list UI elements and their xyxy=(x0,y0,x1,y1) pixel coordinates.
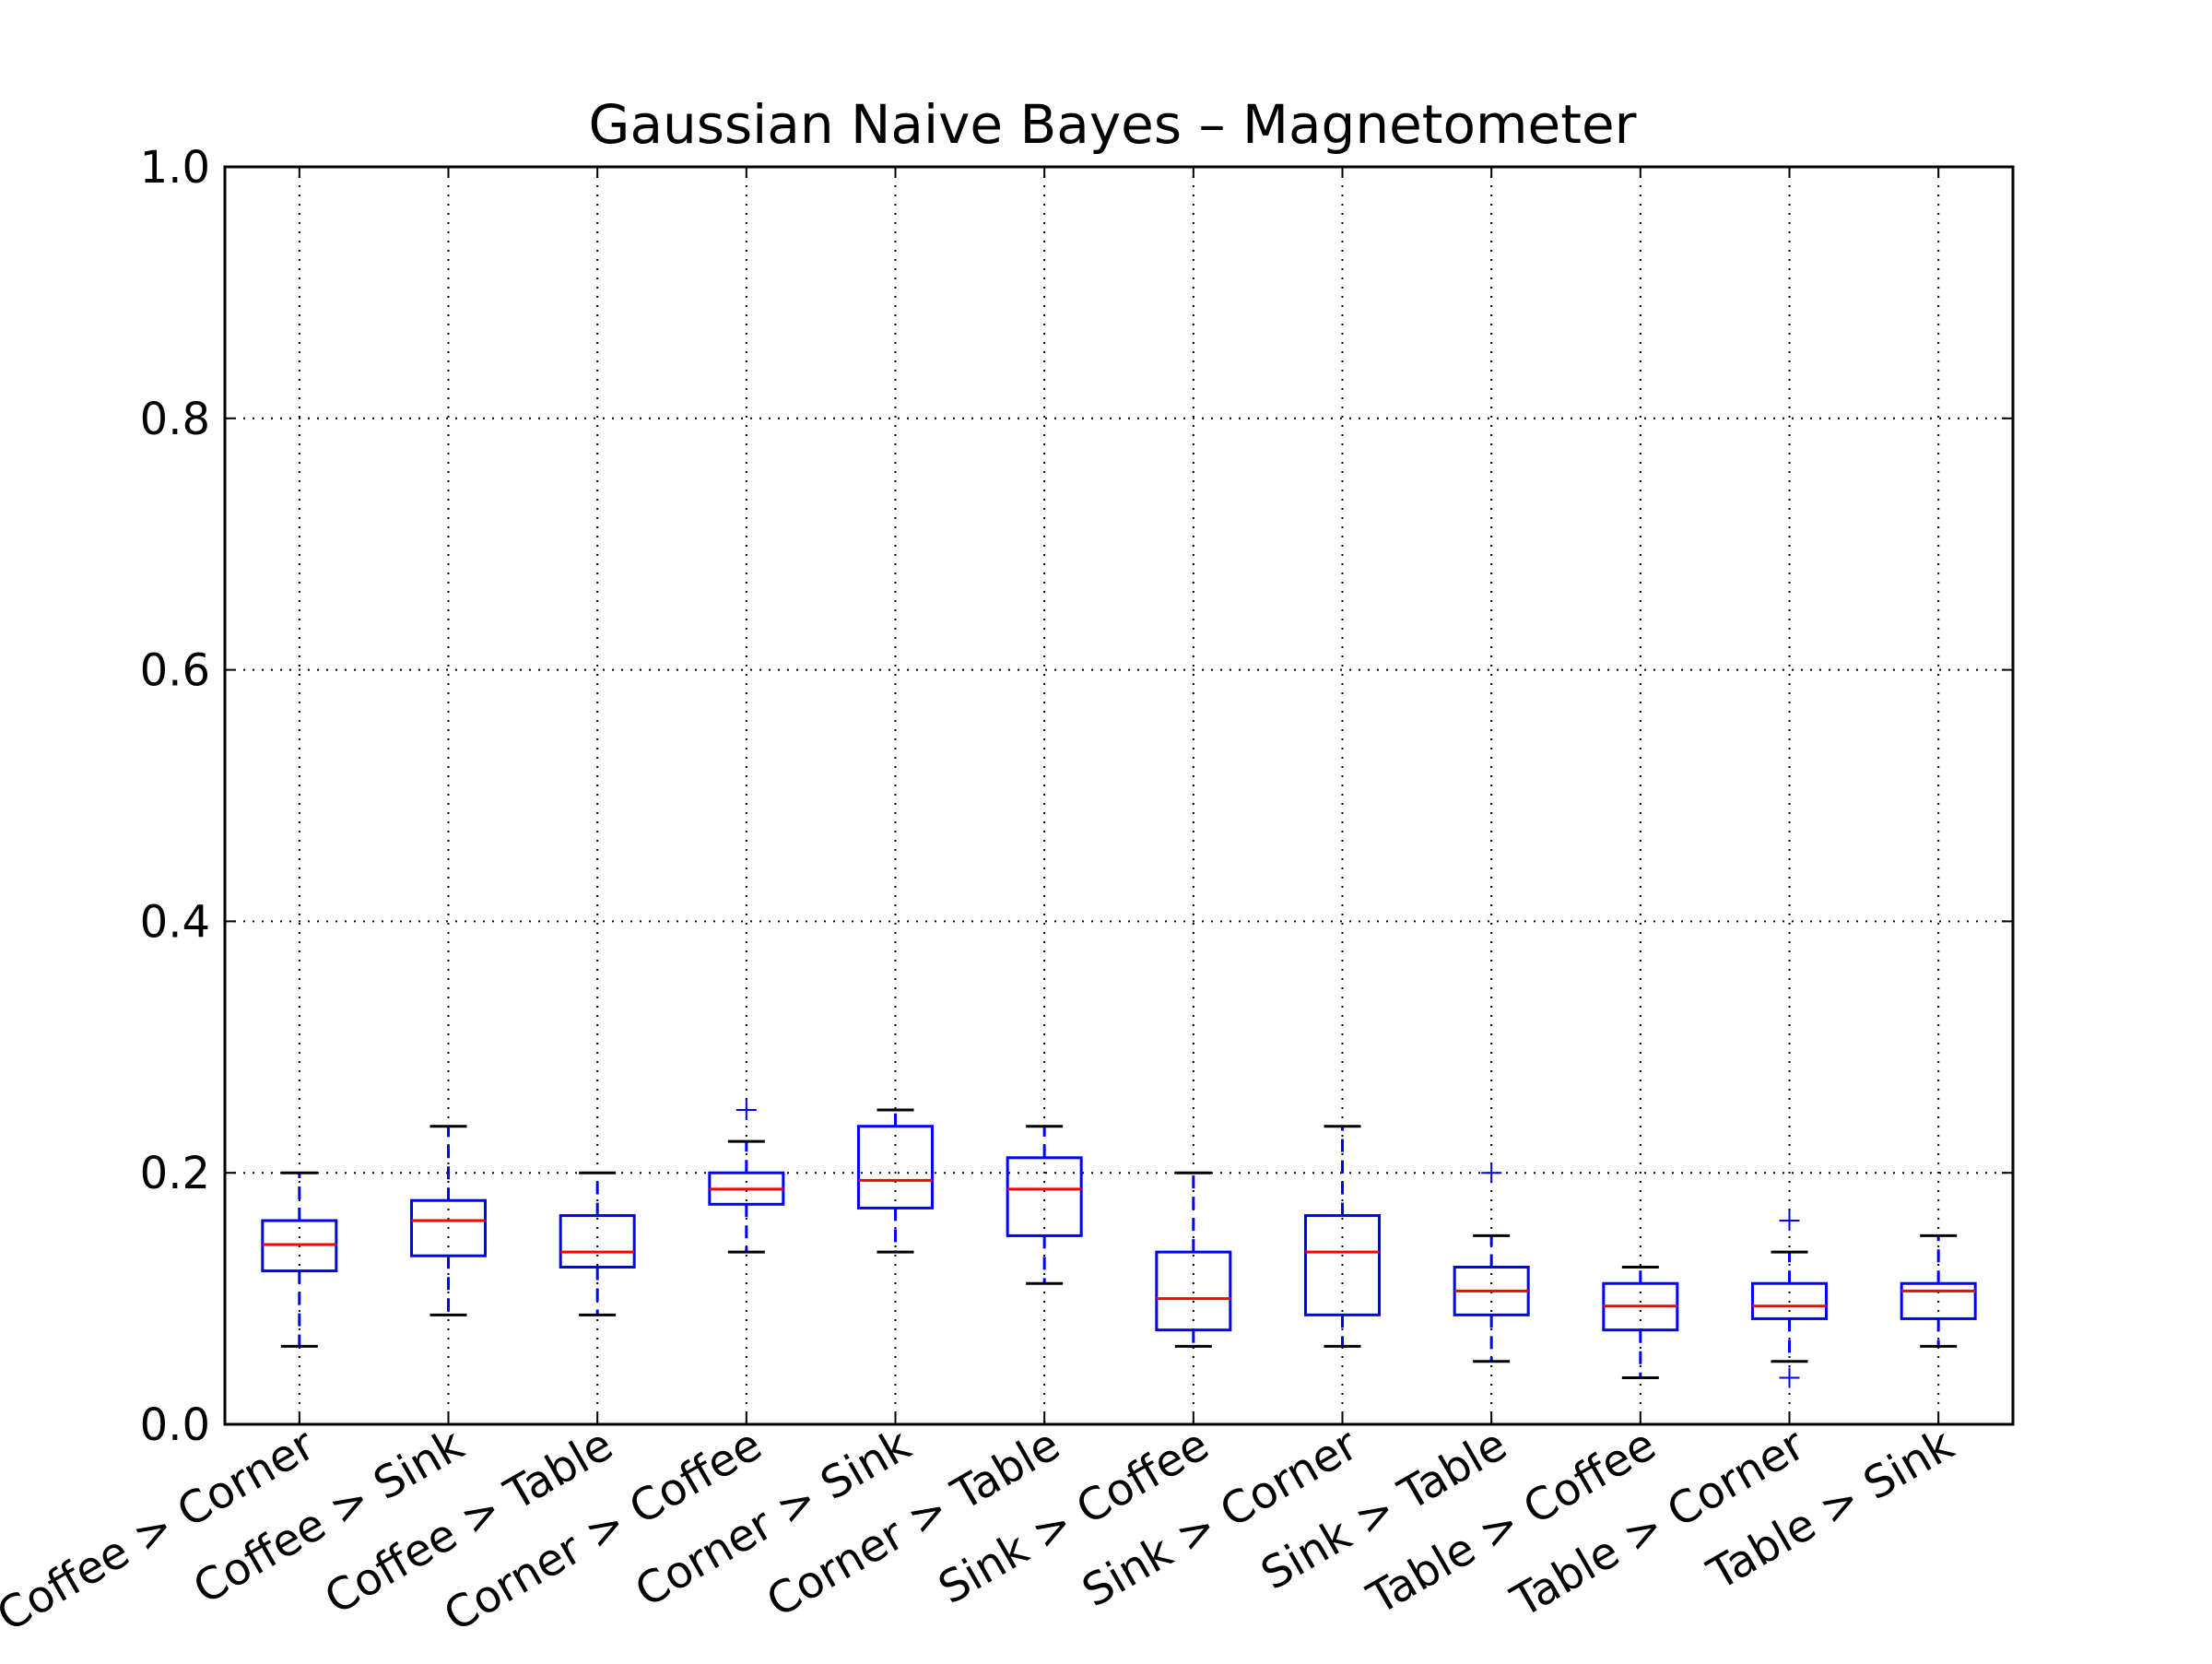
boxes xyxy=(261,1100,1977,1388)
iqr-box xyxy=(1751,1281,1828,1320)
box-7 xyxy=(1155,1171,1232,1348)
box-12 xyxy=(1900,1233,1977,1348)
box-11 xyxy=(1751,1210,1828,1388)
y-tick-label: 0.2 xyxy=(140,1148,210,1199)
iqr-box xyxy=(559,1214,636,1269)
plot-frame xyxy=(223,165,2015,1426)
iqr-box xyxy=(857,1125,934,1210)
box-3 xyxy=(559,1171,636,1316)
iqr-box xyxy=(1900,1281,1977,1320)
outlier-marker xyxy=(1779,1210,1800,1232)
y-tick-label: 1.0 xyxy=(140,142,210,194)
iqr-box xyxy=(1155,1250,1232,1332)
outlier-marker xyxy=(735,1100,757,1120)
outlier-marker xyxy=(1779,1367,1800,1388)
box-6 xyxy=(1006,1125,1083,1285)
box-9 xyxy=(1453,1162,1530,1363)
box-4 xyxy=(708,1100,785,1254)
y-tick-label: 0.8 xyxy=(140,394,210,445)
iqr-box xyxy=(410,1198,487,1257)
y-tick-label: 0.0 xyxy=(140,1399,210,1451)
box-8 xyxy=(1304,1125,1381,1348)
iqr-box xyxy=(1006,1156,1083,1237)
y-tick-label: 0.6 xyxy=(140,645,210,697)
chart-title: Gaussian Naive Bayes – Magnetometer xyxy=(589,93,1637,156)
y-tick-label: 0.4 xyxy=(140,896,210,948)
box-10 xyxy=(1602,1266,1679,1380)
grid xyxy=(225,166,2013,1425)
outlier-marker xyxy=(1481,1162,1502,1184)
box-2 xyxy=(410,1125,487,1316)
box-5 xyxy=(857,1108,934,1254)
box-1 xyxy=(261,1171,338,1348)
iqr-box xyxy=(1304,1214,1381,1316)
